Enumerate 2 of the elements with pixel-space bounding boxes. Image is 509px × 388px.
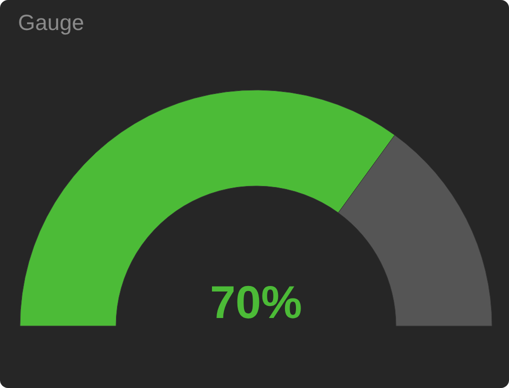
chart-title: Gauge [18, 10, 84, 35]
data-label: 70% [210, 276, 302, 328]
